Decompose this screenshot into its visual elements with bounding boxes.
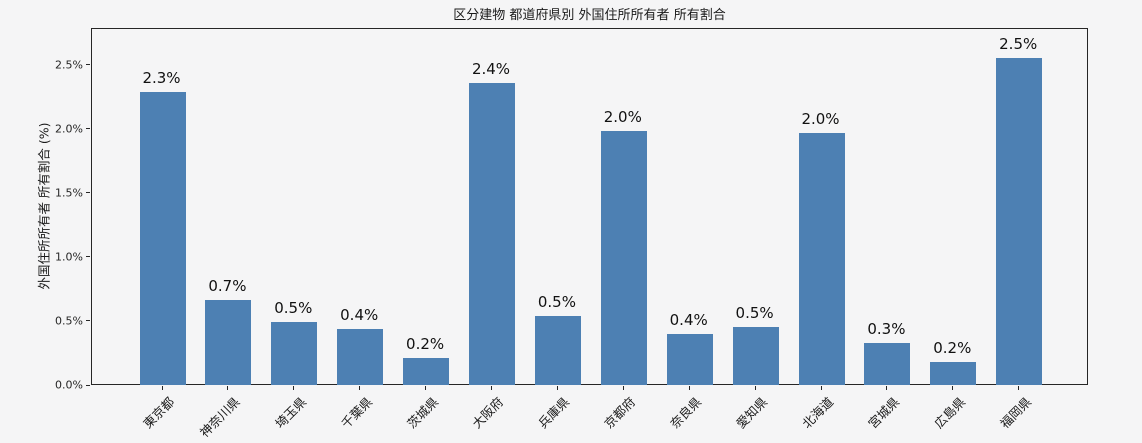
- bar: [930, 361, 977, 385]
- bar: [337, 328, 384, 385]
- x-tick-label-text: 広島県: [930, 394, 969, 432]
- x-tick-mark: [293, 386, 295, 390]
- bar-value-label: 0.5%: [735, 304, 774, 323]
- x-tick-mark: [161, 386, 163, 390]
- x-tick-label-text: 奈良県: [667, 394, 705, 432]
- bar-value-label: 0.4%: [340, 305, 379, 324]
- y-tick-label: 2.0%: [55, 122, 83, 136]
- bar-value-label: 2.0%: [801, 109, 840, 128]
- x-tick-label-text: 北海道: [799, 394, 837, 432]
- bar-value-label: 0.3%: [867, 319, 906, 338]
- bar-value-label: 2.0%: [603, 108, 642, 127]
- bar: [666, 333, 713, 385]
- y-tick-mark: [86, 256, 90, 258]
- y-axis-label: 外国住所所有者 所有割合 (%): [36, 122, 52, 290]
- y-tick-label: 1.5%: [55, 186, 83, 200]
- x-tick-label-text: 愛知県: [733, 394, 771, 432]
- x-tick-mark: [491, 386, 492, 390]
- x-tick-mark: [820, 386, 822, 390]
- x-tick-label-text: 兵庫県: [535, 394, 573, 432]
- x-tick-label-text: 神奈川県: [197, 394, 244, 441]
- bar-value-label: 2.5%: [999, 35, 1038, 54]
- bar: [798, 132, 845, 385]
- plot-area: [91, 28, 1088, 385]
- y-tick-mark: [86, 192, 90, 194]
- bar: [732, 327, 779, 385]
- bar: [600, 131, 647, 385]
- y-tick-mark: [86, 320, 90, 322]
- x-tick-label-text: 福岡県: [996, 394, 1034, 432]
- x-tick-label-text: 千葉県: [337, 394, 375, 432]
- y-tick-label: 2.5%: [55, 58, 83, 72]
- x-tick-mark: [952, 386, 954, 390]
- x-tick-label-text: 茨城県: [403, 394, 441, 432]
- x-tick-mark: [886, 386, 888, 390]
- bar-value-label: 0.2%: [406, 335, 445, 354]
- y-tick-label: 0.5%: [55, 314, 83, 328]
- x-tick-mark: [688, 386, 690, 390]
- bar-value-label: 0.2%: [933, 338, 972, 357]
- bar-value-label: 2.3%: [142, 68, 181, 87]
- bar: [205, 300, 252, 385]
- bar: [403, 358, 450, 385]
- bar: [864, 342, 911, 385]
- y-tick-mark: [86, 128, 90, 130]
- bar-value-label: 0.7%: [208, 277, 247, 296]
- x-tick-label-text: 大阪府: [469, 394, 507, 432]
- x-tick-mark: [556, 386, 558, 390]
- x-tick-label-text: 京都府: [601, 394, 639, 432]
- bar: [996, 58, 1043, 385]
- x-tick-label-text: 東京都: [140, 394, 178, 432]
- bar-value-label: 0.4%: [669, 310, 708, 329]
- y-tick-label: 1.0%: [55, 250, 83, 264]
- bar-value-label: 0.5%: [537, 292, 576, 311]
- bar-value-label: 0.5%: [274, 299, 313, 318]
- x-tick-mark: [622, 386, 624, 390]
- x-tick-mark: [359, 386, 361, 390]
- x-tick-mark: [227, 386, 229, 390]
- y-tick-label: 0.0%: [55, 378, 83, 392]
- x-tick-label-text: 埼玉県: [271, 394, 310, 432]
- y-tick-mark: [86, 64, 90, 66]
- x-tick-label-text: 宮城県: [864, 394, 903, 432]
- bar: [534, 315, 581, 385]
- chart-title: 区分建物 都道府県別 外国住所所有者 所有割合: [453, 8, 726, 23]
- y-tick-mark: [86, 384, 90, 386]
- x-tick-mark: [754, 386, 756, 390]
- x-tick-mark: [1018, 386, 1020, 390]
- bar: [139, 91, 186, 385]
- bar-value-label: 2.4%: [471, 59, 511, 78]
- bar: [469, 82, 515, 385]
- bar: [271, 322, 318, 385]
- x-tick-mark: [425, 386, 427, 390]
